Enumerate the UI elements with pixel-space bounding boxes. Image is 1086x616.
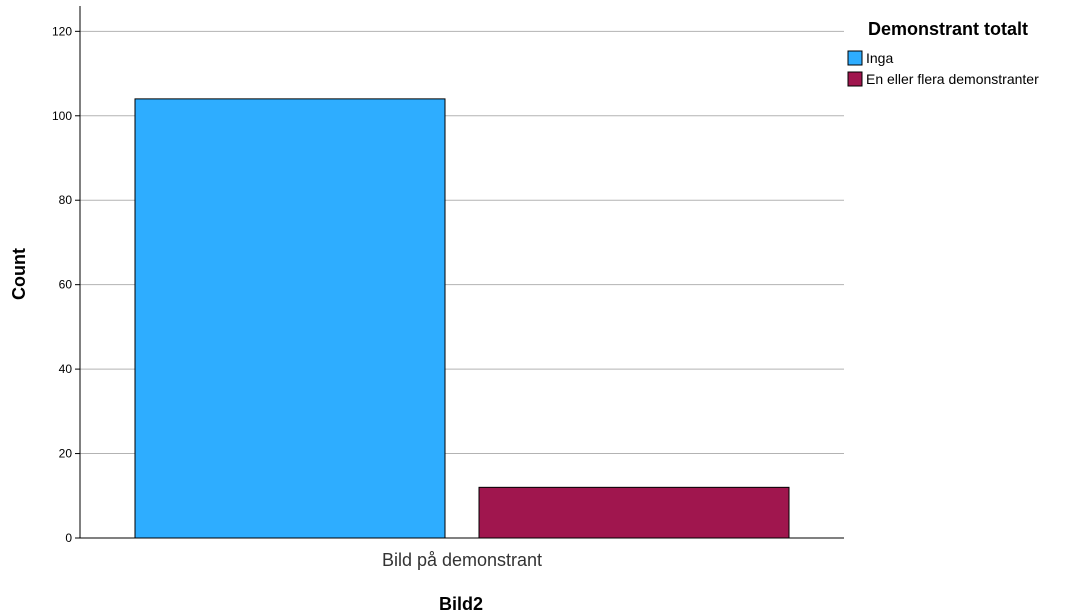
legend-swatch — [847, 71, 863, 87]
legend-items: Inga En eller flera demonstranter — [847, 50, 1039, 87]
x-axis-tick-labels: Bild på demonstrant — [382, 550, 542, 570]
x-axis-title: Bild2 — [439, 594, 483, 614]
legend-label: En eller flera demonstranter — [866, 71, 1039, 87]
legend: Demonstrant totalt Inga En eller flera de… — [847, 19, 1039, 87]
bars — [134, 98, 790, 539]
y-axis-title: Count — [9, 248, 29, 300]
y-tick-label: 0 — [65, 531, 72, 545]
y-tick-label: 20 — [59, 447, 73, 461]
x-tick-label: Bild på demonstrant — [382, 550, 542, 570]
legend-swatch — [847, 50, 863, 66]
y-tick-label: 120 — [52, 24, 72, 38]
legend-title: Demonstrant totalt — [868, 19, 1028, 39]
y-tick-label: 40 — [59, 362, 73, 376]
y-tick-label: 80 — [59, 193, 73, 207]
bar-en-eller-flera-demonstranter — [478, 486, 790, 539]
y-axis-ticks: 0 20 40 60 80 100 120 — [52, 24, 80, 545]
y-tick-label: 100 — [52, 109, 72, 123]
y-tick-label: 60 — [59, 278, 73, 292]
bar-inga — [134, 98, 446, 539]
legend-label: Inga — [866, 50, 893, 66]
